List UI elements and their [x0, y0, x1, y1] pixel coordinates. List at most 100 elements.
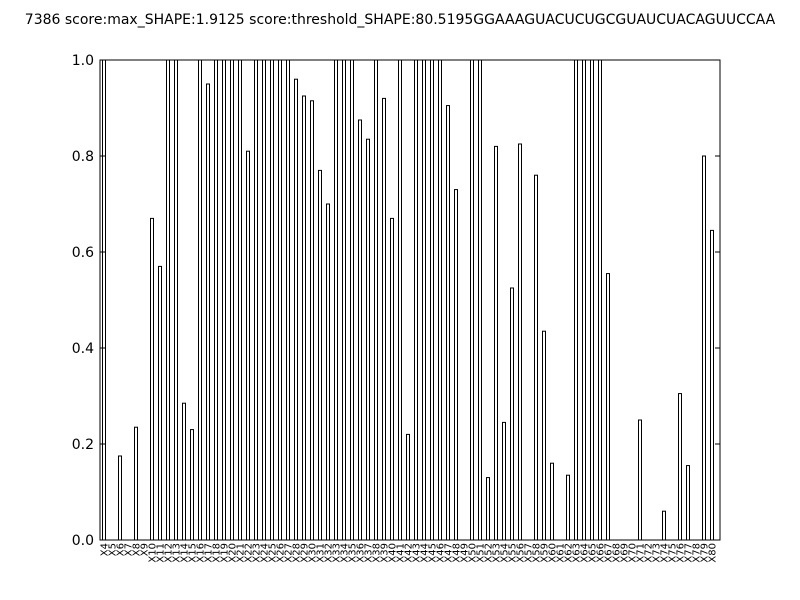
- x-tick-label-X61: X61: [556, 543, 567, 563]
- x-tick-label-X47: X47: [444, 543, 455, 563]
- x-tick-label-X46: X46: [436, 543, 447, 563]
- x-tick-label-X45: X45: [428, 543, 439, 563]
- bar-X12: [166, 59, 170, 541]
- x-tick-label-X77: X77: [684, 543, 695, 563]
- x-tick-label-X60: X60: [548, 543, 559, 563]
- x-tick-label-X64: X64: [580, 543, 591, 563]
- bar-X71: [638, 419, 642, 541]
- x-tick-label-X51: X51: [476, 543, 487, 563]
- x-tick-label-X39: X39: [380, 543, 391, 563]
- x-tick-label-X49: X49: [460, 543, 471, 563]
- x-tick-label-X12: X12: [164, 543, 175, 563]
- bar-X22: [246, 150, 250, 541]
- bar-X31: [318, 169, 322, 541]
- x-tick-label-X34: X34: [340, 543, 351, 563]
- bar-X10: [150, 217, 154, 541]
- x-tick-label-X28: X28: [292, 543, 303, 563]
- bar-X20: [230, 59, 234, 541]
- x-tick-label-X55: X55: [508, 543, 519, 563]
- x-tick-label-X54: X54: [500, 543, 511, 563]
- x-tick-label-X78: X78: [692, 543, 703, 563]
- bar-X56: [518, 143, 522, 541]
- x-tick-label-X18: X18: [212, 543, 223, 563]
- bar-X60: [550, 462, 554, 541]
- bar-X32: [326, 203, 330, 541]
- x-tick-label-X66: X66: [596, 543, 607, 563]
- bar-X46: [438, 59, 442, 541]
- bar-X43: [414, 59, 418, 541]
- bar-X14: [182, 402, 186, 541]
- bar-X50: [470, 59, 474, 541]
- bar-X77: [686, 465, 690, 541]
- x-tick-label-X35: X35: [348, 543, 359, 563]
- x-tick-label-X21: X21: [236, 543, 247, 563]
- x-tick-label-X9: X9: [140, 543, 151, 556]
- bar-X30: [310, 100, 314, 541]
- x-tick-label-X4: X4: [100, 543, 111, 556]
- bar-X21: [238, 59, 242, 541]
- bar-X62: [566, 474, 570, 541]
- bar-X13: [174, 59, 178, 541]
- x-tick-label-X23: X23: [252, 543, 263, 563]
- x-tick-label-X67: X67: [604, 543, 615, 563]
- chart-title: 7386 score:max_SHAPE:1.9125 score:thresh…: [25, 12, 776, 28]
- x-tick-label-X33: X33: [332, 543, 343, 563]
- x-tick-label-X44: X44: [420, 543, 431, 563]
- x-tick-label-X58: X58: [532, 543, 543, 563]
- x-tick-label-X59: X59: [540, 543, 551, 563]
- x-tick-label-X7: X7: [124, 543, 135, 556]
- x-tick-label-X14: X14: [180, 543, 191, 563]
- x-tick-label-X48: X48: [452, 543, 463, 563]
- x-tick-label-X75: X75: [668, 543, 679, 563]
- x-tick-label-X50: X50: [468, 543, 479, 563]
- bar-X52: [486, 477, 490, 541]
- x-tick-label-X36: X36: [356, 543, 367, 563]
- bar-X65: [590, 59, 594, 541]
- x-tick-label-X72: X72: [644, 543, 655, 563]
- x-tick-label-X43: X43: [412, 543, 423, 563]
- x-tick-label-X31: X31: [316, 543, 327, 563]
- x-tick-label-X70: X70: [628, 543, 639, 563]
- y-tick-label: 0.8: [72, 149, 94, 165]
- bars-layer: [102, 59, 714, 541]
- bar-X63: [574, 59, 578, 541]
- bar-X58: [534, 174, 538, 541]
- bar-X15: [190, 429, 194, 541]
- x-tick-label-X6: X6: [116, 543, 127, 556]
- bar-X53: [494, 145, 498, 541]
- x-tick-label-X26: X26: [276, 543, 287, 563]
- x-tick-label-X17: X17: [204, 543, 215, 563]
- bar-X79: [702, 155, 706, 541]
- x-tick-label-X30: X30: [308, 543, 319, 563]
- x-tick-label-X79: X79: [700, 543, 711, 563]
- bar-X29: [302, 95, 306, 541]
- x-tick-label-X41: X41: [396, 543, 407, 563]
- x-tick-label-X74: X74: [660, 543, 671, 563]
- x-tick-label-X13: X13: [172, 543, 183, 563]
- y-tick-label: 0.6: [72, 245, 94, 261]
- x-tick-label-X29: X29: [300, 543, 311, 563]
- bar-X16: [198, 59, 202, 541]
- x-tick-label-X76: X76: [676, 543, 687, 563]
- bar-X38: [374, 59, 378, 541]
- x-tick-label-X8: X8: [132, 543, 143, 556]
- x-tick-label-X32: X32: [324, 543, 335, 563]
- bar-X54: [502, 421, 506, 541]
- bar-X39: [382, 97, 386, 541]
- x-tick-label-X42: X42: [404, 543, 415, 563]
- bar-X37: [366, 138, 370, 541]
- bar-X34: [342, 59, 346, 541]
- x-tick-label-X40: X40: [388, 543, 399, 563]
- x-tick-label-X73: X73: [652, 543, 663, 563]
- bar-X28: [294, 78, 298, 541]
- bar-X80: [710, 229, 714, 541]
- x-tick-label-X65: X65: [588, 543, 599, 563]
- x-tick-label-X11: X11: [156, 543, 167, 563]
- bar-X48: [454, 189, 458, 541]
- x-tick-label-X19: X19: [220, 543, 231, 563]
- bar-X33: [334, 59, 338, 541]
- x-tick-label-X68: X68: [612, 543, 623, 563]
- bar-X11: [158, 265, 162, 541]
- y-tick-label: 0.2: [72, 437, 94, 453]
